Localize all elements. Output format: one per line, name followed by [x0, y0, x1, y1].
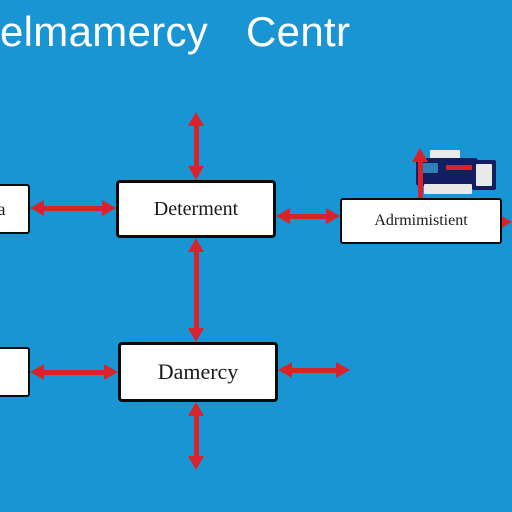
diagram-canvas: elmamercy Centr Determent Adrmimistient Da…	[0, 0, 512, 512]
arrow-head	[104, 364, 118, 380]
node-determent: Determent	[116, 180, 276, 238]
arrow-head	[188, 112, 204, 126]
arrow-head	[30, 200, 44, 216]
printer-icon	[416, 150, 496, 196]
node-label-admin: Adrmimistient	[374, 212, 467, 230]
arrow-damercy-right	[290, 368, 338, 373]
node-admin: Adrmimistient	[340, 198, 502, 244]
node-label-damercy: Damercy	[158, 359, 239, 385]
arrow-head	[276, 208, 290, 224]
node-damercy: Damercy	[118, 342, 278, 402]
arrow-vca-determent	[42, 206, 104, 211]
arrow-head	[188, 402, 204, 416]
node-label-vca: vca	[0, 199, 5, 220]
arrow-head	[102, 200, 116, 216]
arrow-head	[188, 166, 204, 180]
page-title: elmamercy Centr	[0, 8, 350, 56]
arrow-determent-damercy	[194, 250, 199, 330]
node-label-determent: Determent	[154, 198, 238, 221]
node-ls: ls	[0, 347, 30, 397]
arrow-head	[188, 456, 204, 470]
arrow-determent-admin	[288, 214, 328, 219]
arrow-determent-up	[194, 124, 199, 168]
arrow-head	[336, 362, 350, 378]
arrow-damercy-down	[194, 414, 199, 458]
arrow-ls-damercy	[42, 370, 106, 375]
arrow-admin-up	[418, 160, 423, 198]
arrow-head	[326, 208, 340, 224]
arrow-head	[278, 362, 292, 378]
title-left: elmamercy	[0, 8, 208, 55]
arrow-head	[188, 328, 204, 342]
node-vca: vca	[0, 184, 30, 234]
arrow-head	[188, 238, 204, 252]
title-right: Centr	[246, 8, 350, 55]
arrow-head	[412, 148, 428, 162]
arrow-head	[30, 364, 44, 380]
